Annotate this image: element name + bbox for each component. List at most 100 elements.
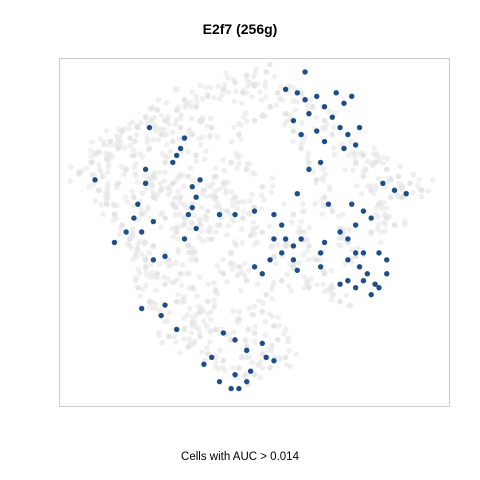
- background-cell-point: [296, 259, 303, 266]
- background-cell-point: [217, 95, 223, 102]
- background-cell-point: [118, 164, 125, 170]
- background-cell-point: [189, 131, 196, 138]
- background-cell-point: [181, 294, 187, 300]
- background-cell-point: [133, 275, 139, 282]
- background-cell-point: [177, 211, 183, 218]
- highlighted-cell-point: [294, 267, 300, 273]
- background-cell-point: [395, 173, 402, 180]
- x-axis-label: Cells with AUC > 0.014: [181, 451, 299, 463]
- background-cell-point: [113, 184, 120, 191]
- background-cell-point: [127, 142, 133, 148]
- background-cell-point: [196, 234, 202, 241]
- background-cell-point: [235, 270, 242, 277]
- background-cell-point: [199, 228, 206, 235]
- background-cell-point: [193, 158, 200, 164]
- background-cell-point: [173, 259, 179, 266]
- background-cell-point: [331, 124, 337, 131]
- background-cell-point: [184, 241, 191, 248]
- highlighted-cell-point: [135, 201, 141, 207]
- background-cell-point: [88, 172, 95, 179]
- highlighted-cell-point: [181, 135, 188, 141]
- highlighted-cell-point: [244, 347, 250, 354]
- background-cell-point: [272, 260, 279, 267]
- background-cell-point: [282, 354, 289, 361]
- background-cell-point: [135, 179, 141, 186]
- background-cell-point: [219, 91, 226, 98]
- background-cell-point: [167, 183, 173, 190]
- background-cell-point: [158, 187, 164, 194]
- background-cell-point: [322, 171, 329, 178]
- highlighted-cell-point: [329, 114, 335, 120]
- background-cell-point: [154, 274, 160, 281]
- background-cell-point: [188, 115, 195, 122]
- background-cell-point: [116, 231, 123, 238]
- background-cell-point: [208, 124, 215, 131]
- highlighted-cell-point: [193, 194, 199, 200]
- background-cell-point: [301, 285, 307, 291]
- background-cell-point: [214, 263, 220, 269]
- background-cell-point: [287, 261, 293, 268]
- background-cell-point: [322, 126, 329, 133]
- background-cell-point: [253, 66, 260, 72]
- background-cell-point: [214, 291, 221, 298]
- background-cell-point: [222, 367, 228, 374]
- background-cell-point: [133, 253, 140, 260]
- background-cell-point: [259, 229, 266, 235]
- background-cell-point: [144, 135, 150, 141]
- highlighted-cell-point: [302, 97, 308, 103]
- highlighted-cell-point: [259, 340, 265, 347]
- background-cell-point: [321, 268, 328, 275]
- highlighted-cell-point: [321, 138, 328, 145]
- background-cell-point: [157, 180, 164, 187]
- background-cell-point: [230, 365, 236, 371]
- background-cell-point: [284, 271, 290, 278]
- background-cell-point: [191, 212, 197, 219]
- background-cell-point: [397, 163, 404, 169]
- background-cell-point: [135, 284, 141, 291]
- background-cell-point: [116, 126, 122, 133]
- background-cell-point: [149, 189, 156, 195]
- background-cell-point: [175, 236, 181, 242]
- background-cell-point: [185, 173, 192, 180]
- background-cell-point: [397, 184, 403, 191]
- background-cell-point: [273, 102, 280, 108]
- background-cell-point: [193, 103, 199, 110]
- background-cell-point: [154, 107, 161, 113]
- background-cell-point: [137, 293, 143, 299]
- background-cell-point: [181, 183, 187, 190]
- background-cell-point: [152, 175, 158, 182]
- background-cell-point: [225, 222, 232, 229]
- background-cell-point: [213, 358, 219, 364]
- highlighted-cell-point: [356, 124, 363, 131]
- background-cell-point: [131, 194, 137, 200]
- background-cell-point: [170, 138, 176, 145]
- background-cell-point: [162, 159, 168, 166]
- background-cell-point: [196, 274, 203, 281]
- highlighted-cell-point: [314, 128, 320, 134]
- background-cell-point: [89, 159, 96, 165]
- background-cell-point: [259, 192, 265, 199]
- background-cell-point: [304, 248, 310, 254]
- highlighted-cell-point: [282, 236, 289, 242]
- background-cell-point: [109, 154, 116, 160]
- background-cell-point: [124, 199, 131, 206]
- highlighted-cell-point: [360, 250, 367, 256]
- background-cell-point: [155, 136, 162, 143]
- background-cell-point: [246, 305, 252, 311]
- background-cell-point: [275, 90, 281, 96]
- background-cell-point: [90, 181, 97, 188]
- background-cell-point: [135, 217, 142, 223]
- background-cell-point: [230, 329, 237, 335]
- background-cell-point: [259, 365, 266, 371]
- background-cell-point: [160, 132, 167, 138]
- background-cell-point: [141, 241, 148, 247]
- background-cell-point: [239, 100, 245, 106]
- background-cell-point: [177, 199, 183, 206]
- background-cell-point: [328, 297, 335, 303]
- background-cell-point: [207, 327, 213, 334]
- background-cell-point: [352, 154, 358, 161]
- background-cell-point: [207, 115, 214, 122]
- background-cell-point: [214, 222, 221, 228]
- background-cell-point: [122, 194, 129, 200]
- background-cell-point: [205, 298, 211, 305]
